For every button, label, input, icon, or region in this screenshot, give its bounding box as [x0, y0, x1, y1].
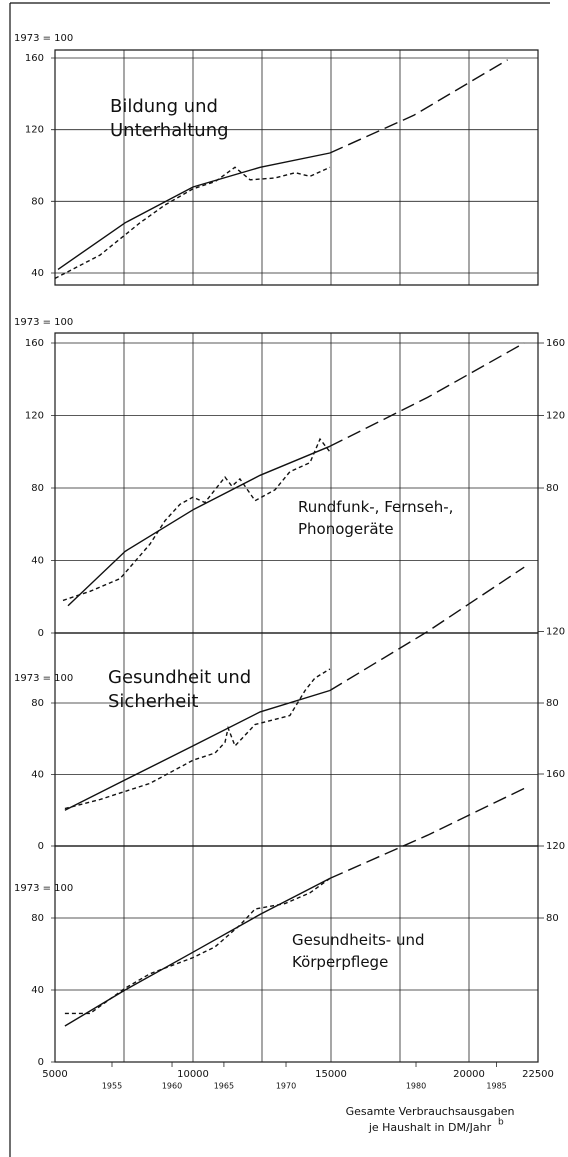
x-tick-label: 10000 — [177, 1069, 209, 1080]
base-label: 1973 = 100 — [14, 33, 73, 44]
panel-title: Rundfunk-, Fernseh-, — [298, 498, 453, 516]
panel-frame — [54, 632, 539, 847]
panel-title: Sicherheit — [108, 691, 198, 712]
panel-title: Gesundheits- und — [292, 931, 425, 949]
y2-tick-label: 160 — [546, 769, 565, 780]
panel-title: Bildung und — [110, 96, 218, 117]
y2-tick-label: 160 — [546, 338, 565, 349]
series-line — [62, 437, 331, 602]
year-tick-label: 1965 — [214, 1082, 234, 1091]
panel-frame — [54, 332, 539, 634]
series-line — [54, 166, 331, 280]
y-tick-label: 160 — [25, 53, 44, 64]
y2-tick-label: 120 — [546, 841, 565, 852]
y-tick-label: 0 — [38, 628, 44, 639]
year-tick-label: 1980 — [406, 1082, 426, 1091]
y-tick-label: 80 — [31, 196, 44, 207]
series-line — [67, 445, 331, 607]
y-tick-label: 120 — [25, 411, 44, 422]
y2-tick-label: 80 — [546, 698, 559, 709]
base-label: 1973 = 100 — [14, 883, 73, 894]
series-line — [64, 877, 331, 1027]
year-tick-label: 1985 — [486, 1082, 506, 1091]
year-tick-label: 1970 — [276, 1082, 296, 1091]
series-line — [329, 787, 525, 880]
y-tick-label: 40 — [31, 770, 44, 781]
panel-title: Gesundheit und — [108, 667, 251, 688]
base-label: 1973 = 100 — [14, 317, 73, 328]
y-tick-label: 160 — [25, 338, 44, 349]
y-tick-label: 40 — [31, 268, 44, 279]
y-tick-label: 0 — [38, 1057, 44, 1068]
y-tick-label: 80 — [31, 913, 44, 924]
series-line — [329, 566, 525, 692]
x-tick-label: 15000 — [315, 1069, 347, 1080]
y2-tick-label: 120 — [546, 627, 565, 638]
x-axis-note: b — [498, 1118, 504, 1128]
series-line — [329, 342, 525, 447]
series-line — [64, 668, 331, 810]
y2-tick-label: 80 — [546, 483, 559, 494]
year-tick-label: 1955 — [102, 1082, 122, 1091]
panel-title: Unterhaltung — [110, 120, 229, 141]
y-tick-label: 40 — [31, 985, 44, 996]
series-line — [329, 59, 508, 154]
y-tick-label: 80 — [31, 483, 44, 494]
base-label: 1973 = 100 — [14, 673, 73, 684]
year-tick-label: 1960 — [162, 1082, 182, 1091]
x-tick-label: 22500 — [522, 1069, 554, 1080]
x-axis-label: Gesamte Verbrauchsausgaben — [346, 1105, 515, 1118]
series-line — [64, 877, 331, 1015]
panel-title: Körperpflege — [292, 953, 388, 971]
x-tick-label: 5000 — [42, 1069, 67, 1080]
y2-tick-label: 80 — [546, 913, 559, 924]
y-tick-label: 0 — [38, 841, 44, 852]
x-tick-label: 20000 — [453, 1069, 485, 1080]
series-line — [64, 689, 331, 811]
panel-title: Phonogeräte — [298, 520, 394, 538]
y-tick-label: 80 — [31, 698, 44, 709]
y-tick-label: 120 — [25, 125, 44, 136]
y2-tick-label: 120 — [546, 411, 565, 422]
series-line — [57, 152, 331, 270]
x-axis-label: je Haushalt in DM/Jahr — [368, 1121, 492, 1134]
y-tick-label: 40 — [31, 556, 44, 567]
